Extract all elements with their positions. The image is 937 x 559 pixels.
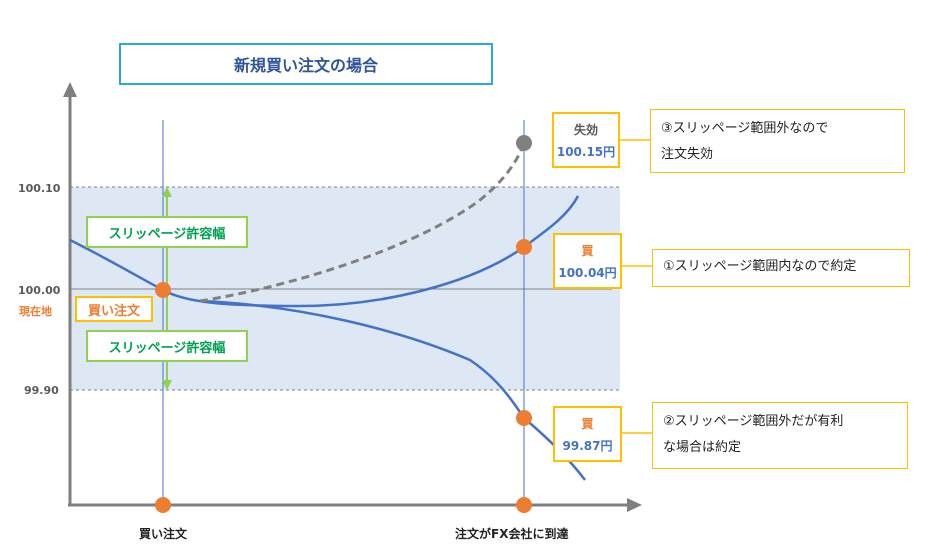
x-label-order: 買い注文 [139, 527, 188, 541]
note-expired: ③スリッページ範囲外なので 注文失効 [650, 109, 905, 173]
arrival-time-marker [516, 497, 532, 513]
note-within: ①スリッページ範囲内なので約定 [652, 249, 910, 287]
note-within-line-1: ①スリッページ範囲内なので約定 [663, 259, 857, 274]
favorable-status: 買 [581, 416, 594, 431]
note-expired-line-2: 注文失効 [661, 147, 714, 162]
order-time-marker [155, 497, 171, 513]
y-axis-arrow [63, 82, 77, 97]
expired-price-box: 失効 100.15円 [552, 112, 620, 168]
expired-price: 100.15円 [556, 144, 616, 159]
note-favorable: ②スリッページ範囲外だが有利 な場合は約定 [652, 402, 908, 469]
current-location-label: 現在地 [19, 305, 52, 318]
within-status: 買 [581, 243, 594, 258]
within-price-box: 買 100.04円 [553, 233, 622, 289]
order-label: 買い注文 [75, 296, 153, 322]
note-favorable-line-2: な場合は約定 [663, 440, 742, 455]
note-expired-line-1: ③スリッページ範囲外なので [661, 121, 829, 136]
expired-marker [516, 135, 532, 151]
x-axis-arrow [627, 498, 642, 512]
note-favorable-line-1: ②スリッページ範囲外だが有利 [663, 414, 844, 429]
upper-tolerance-label: スリッページ許容幅 [86, 216, 248, 248]
x-label-arrival: 注文がFX会社に到達 [455, 527, 569, 541]
path-filled-favorable [199, 299, 586, 481]
tick-upper: 100.10 [18, 182, 61, 195]
lower-tolerance-label: スリッページ許容幅 [86, 330, 248, 362]
diagram-title: 新規買い注文の場合 [119, 43, 493, 85]
filled-within-marker [516, 239, 532, 255]
favorable-price-box: 買 99.87円 [553, 406, 622, 462]
order-price-marker [155, 282, 171, 298]
filled-favorable-marker [516, 410, 532, 426]
lower-arrow-head [162, 380, 172, 390]
upper-arrow-head [162, 187, 172, 197]
tick-lower: 99.90 [24, 384, 59, 397]
within-price: 100.04円 [558, 265, 617, 280]
path-expired [199, 142, 526, 303]
favorable-price: 99.87円 [562, 438, 613, 453]
expired-status: 失効 [573, 122, 598, 137]
tick-current: 100.00 [18, 284, 61, 297]
